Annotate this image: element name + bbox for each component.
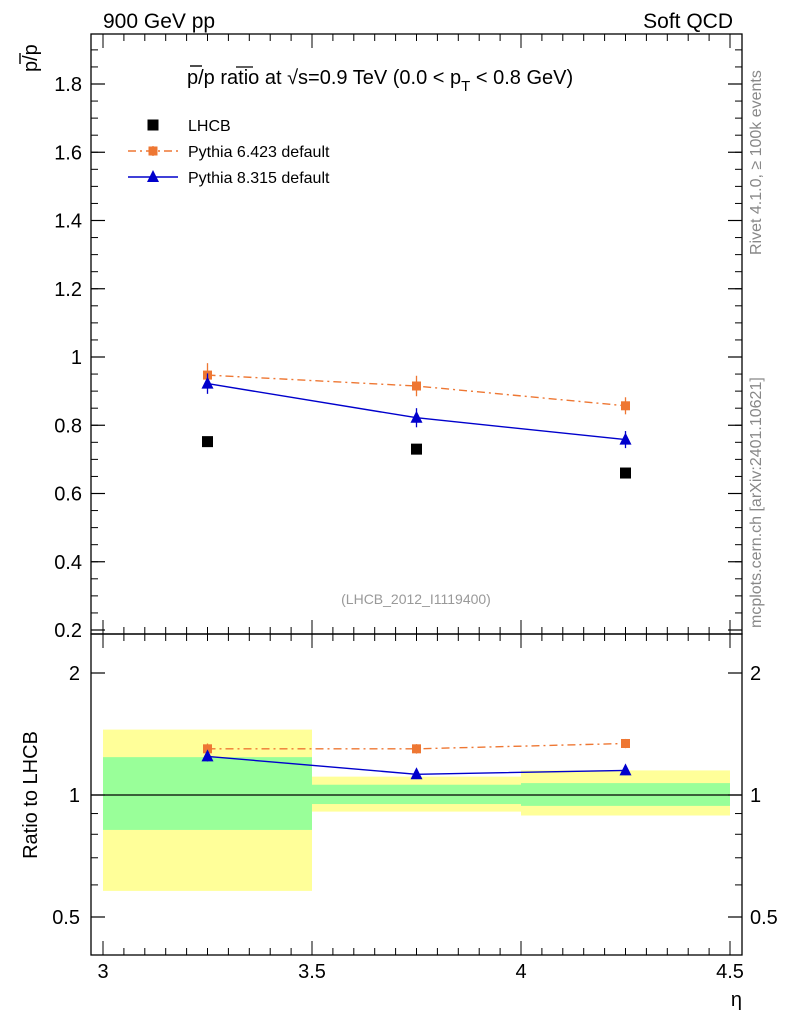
pythia6-point [621, 401, 630, 411]
y-tick-label: 1.8 [54, 74, 82, 96]
x-tick-label: 3.5 [298, 961, 326, 983]
rivet-version-label: Rivet 4.1.0, ≥ 100k events [748, 70, 765, 255]
main-panel: 0.2 0.4 0.6 0.8 1 1.2 1.4 1.6 1.8 [54, 33, 743, 642]
title-s: s [298, 67, 308, 89]
y-tick-label: 1.4 [54, 211, 82, 233]
pythia8-point [410, 410, 423, 423]
legend: LHCB Pythia 6.423 default Pythia 8.315 def… [128, 118, 330, 187]
y-tick-label: 0.4 [54, 552, 82, 574]
analysis-id-label: (LHCB_2012_I1119400) [341, 591, 491, 607]
pythia6-ratio-point [412, 744, 421, 754]
lhcb-point [202, 436, 213, 448]
ratio-tick-label-right: 0.5 [750, 907, 778, 929]
ratio-tick-label-right: 1 [750, 785, 761, 807]
title-part2: =0.9 TeV (0.0 < p [308, 67, 461, 89]
title-part3: < 0.8 GeV) [470, 67, 573, 89]
ratio-band-stat [103, 757, 312, 830]
ylabel-pbar: p [20, 61, 42, 72]
y-tick-label: 1 [71, 347, 82, 369]
header-right-label: Soft QCD [643, 10, 733, 33]
pythia8-ratio-point [201, 749, 214, 762]
title-pbar: p [187, 67, 198, 89]
y-tick-label: 0.6 [54, 484, 82, 506]
y-tick-label: 0.8 [54, 415, 82, 437]
legend-lhcb-marker [147, 119, 159, 131]
x-tick-label: 4 [515, 961, 526, 983]
ratio-tick-label-right: 2 [750, 663, 761, 685]
ylabel-rest: /p [20, 44, 42, 61]
chart-title: p/p ratio at √s=0.9 TeV (0.0 < pT < 0.8 … [187, 67, 573, 95]
title-sqrt: √ [287, 67, 298, 89]
legend-lhcb-label: LHCB [188, 118, 231, 135]
pythia6-ratio-point [203, 744, 212, 754]
pythia6-ratio-line [207, 742, 626, 750]
ratio-y-axis-label: Ratio to LHCB [20, 731, 42, 859]
pythia6-line [207, 374, 626, 407]
mcplots-reference-label: mcplots.cern.ch [arXiv:2401.10621] [748, 377, 765, 628]
legend-pythia6-marker [148, 146, 158, 156]
x-tick-label: 3 [97, 961, 108, 983]
legend-pythia8-marker [147, 170, 159, 182]
pythia6-point [412, 381, 421, 391]
header-left-label: 900 GeV pp [103, 10, 215, 33]
y-axis-label: p/p [20, 44, 42, 72]
pythia8-ratio-point [410, 767, 423, 780]
pythia8-ratio-point [619, 763, 632, 776]
pythia8-point [201, 376, 214, 389]
pythia8-point [619, 432, 632, 445]
y-tick-label: 1.6 [54, 142, 82, 164]
lhcb-point [620, 467, 631, 479]
ratio-panel: 3 3.5 4 4.5 0.5 0.5 1 1 2 2 [52, 633, 778, 983]
x-tick-label: 4.5 [716, 961, 744, 983]
title-part1: /p ratio at [198, 67, 287, 89]
legend-pythia8-label: Pythia 8.315 default [188, 170, 330, 187]
ratio-tick-label: 2 [69, 663, 80, 685]
lhcb-point [411, 443, 422, 455]
pythia6-ratio-point [621, 738, 630, 748]
x-axis-label: η [731, 989, 742, 1011]
title-sub: T [461, 78, 470, 95]
ratio-tick-label: 0.5 [52, 907, 80, 929]
y-tick-label: 1.2 [54, 279, 82, 301]
legend-pythia6-label: Pythia 6.423 default [188, 144, 330, 161]
ratio-tick-label: 1 [69, 785, 80, 807]
y-tick-label: 0.2 [54, 620, 82, 642]
